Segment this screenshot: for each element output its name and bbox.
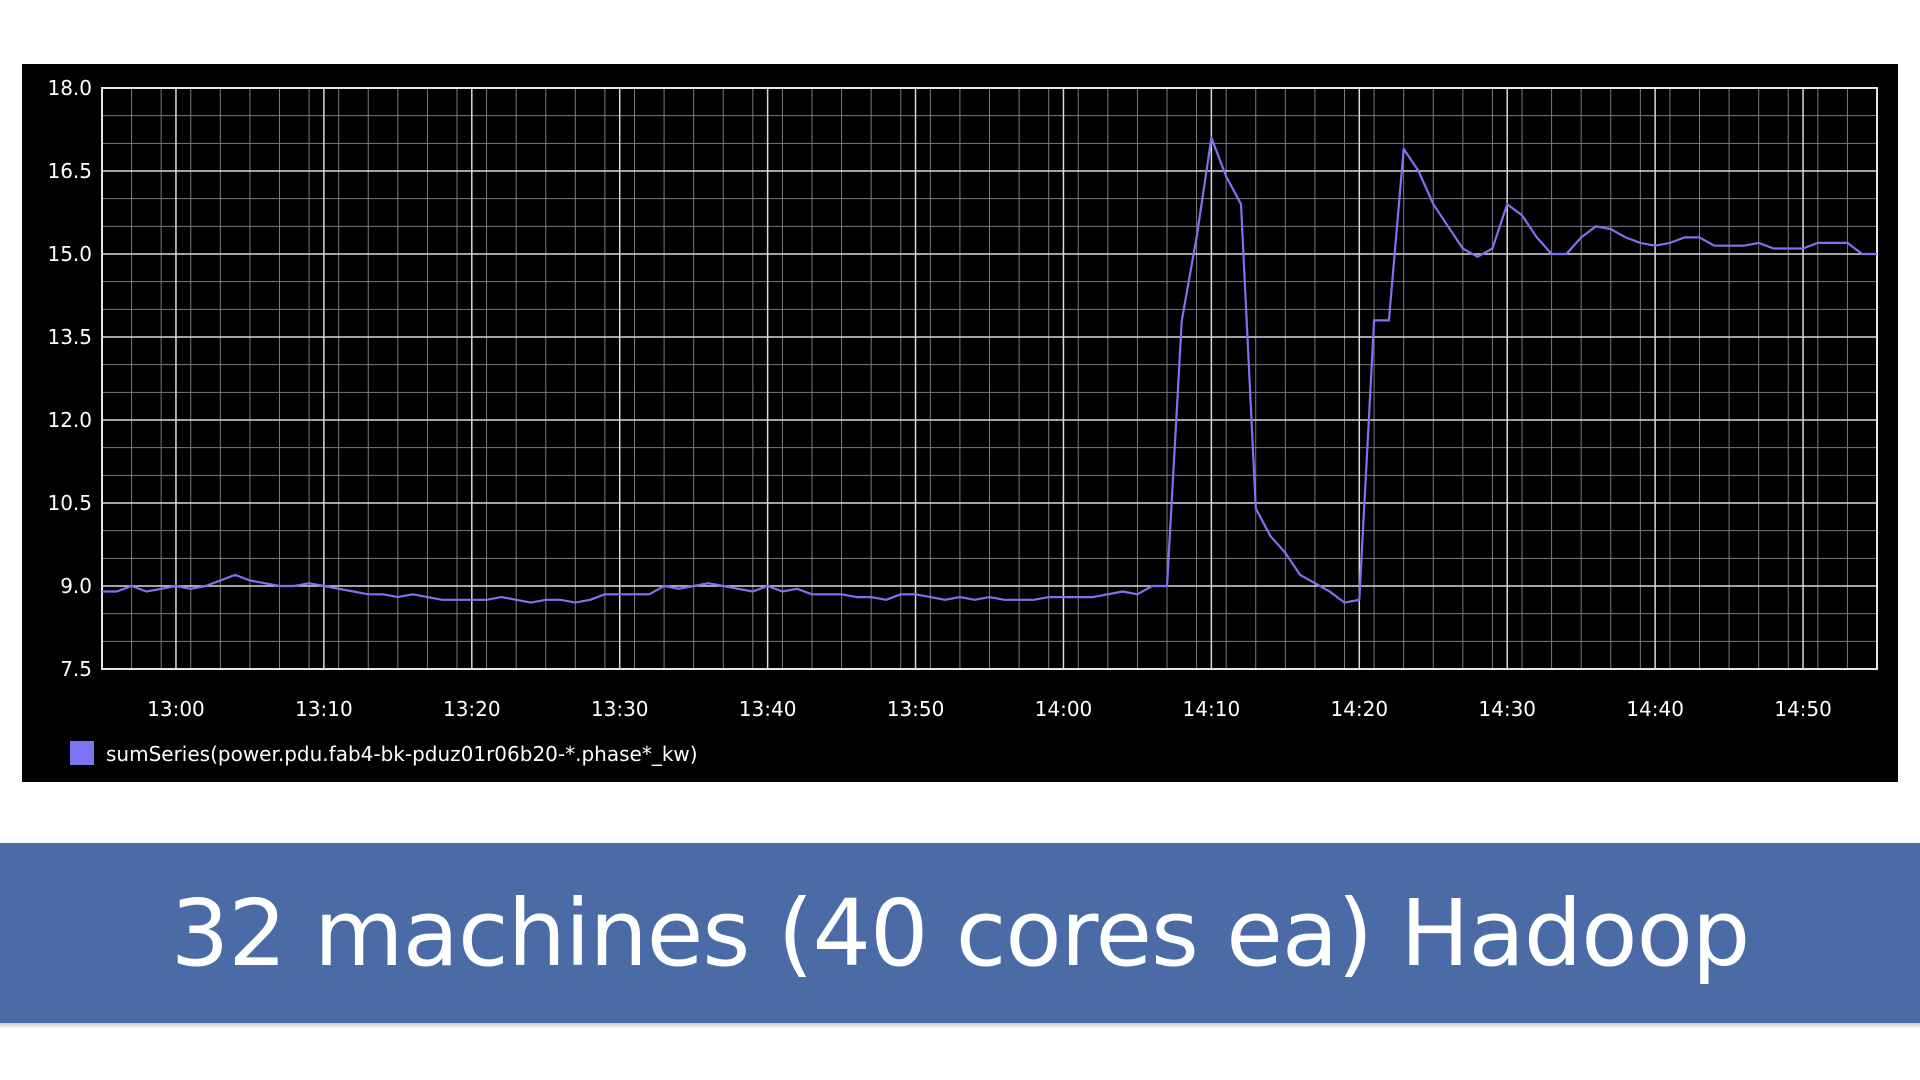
x-tick-label: 14:40 (1626, 697, 1684, 721)
legend-swatch (70, 741, 94, 765)
x-tick-label: 13:40 (739, 697, 797, 721)
x-tick-label: 14:30 (1478, 697, 1536, 721)
chart-panel: 18.0 16.5 15.0 13.5 12.0 10.5 9.0 7.5 13:00 13:10… (22, 64, 1898, 782)
y-tick-label: 16.5 (47, 159, 92, 183)
x-tick-label: 14:10 (1183, 697, 1241, 721)
x-tick-label: 14:50 (1774, 697, 1832, 721)
y-tick-label: 10.5 (47, 491, 92, 515)
y-tick-label: 9.0 (60, 574, 92, 598)
line-chart: 18.0 16.5 15.0 13.5 12.0 10.5 9.0 7.5 13:00 13:10… (47, 76, 1878, 766)
y-tick-label: 12.0 (47, 408, 92, 432)
plot-border (101, 87, 1878, 670)
axes: 18.0 16.5 15.0 13.5 12.0 10.5 9.0 7.5 13:00 13:10… (47, 76, 1831, 721)
y-tick-label: 18.0 (47, 76, 92, 100)
series-layer (102, 136, 1877, 604)
x-tick-label: 13:50 (887, 697, 945, 721)
legend: sumSeries(power.pdu.fab4-bk-pduz01r06b20… (70, 741, 698, 766)
x-tick-label: 14:20 (1330, 697, 1388, 721)
grid (101, 87, 1878, 670)
y-tick-label: 15.0 (47, 242, 92, 266)
legend-label: sumSeries(power.pdu.fab4-bk-pduz01r06b20… (106, 742, 698, 766)
x-tick-label: 13:00 (147, 697, 205, 721)
x-tick-label: 14:00 (1035, 697, 1093, 721)
series-line (102, 136, 1877, 604)
x-tick-label: 13:20 (443, 697, 501, 721)
y-tick-label: 13.5 (47, 325, 92, 349)
caption-text: 32 machines (40 cores ea) Hadoop (170, 879, 1751, 987)
y-tick-label: 7.5 (60, 657, 92, 681)
x-tick-label: 13:10 (295, 697, 353, 721)
x-tick-label: 13:30 (591, 697, 649, 721)
caption-banner: 32 machines (40 cores ea) Hadoop (0, 843, 1920, 1029)
